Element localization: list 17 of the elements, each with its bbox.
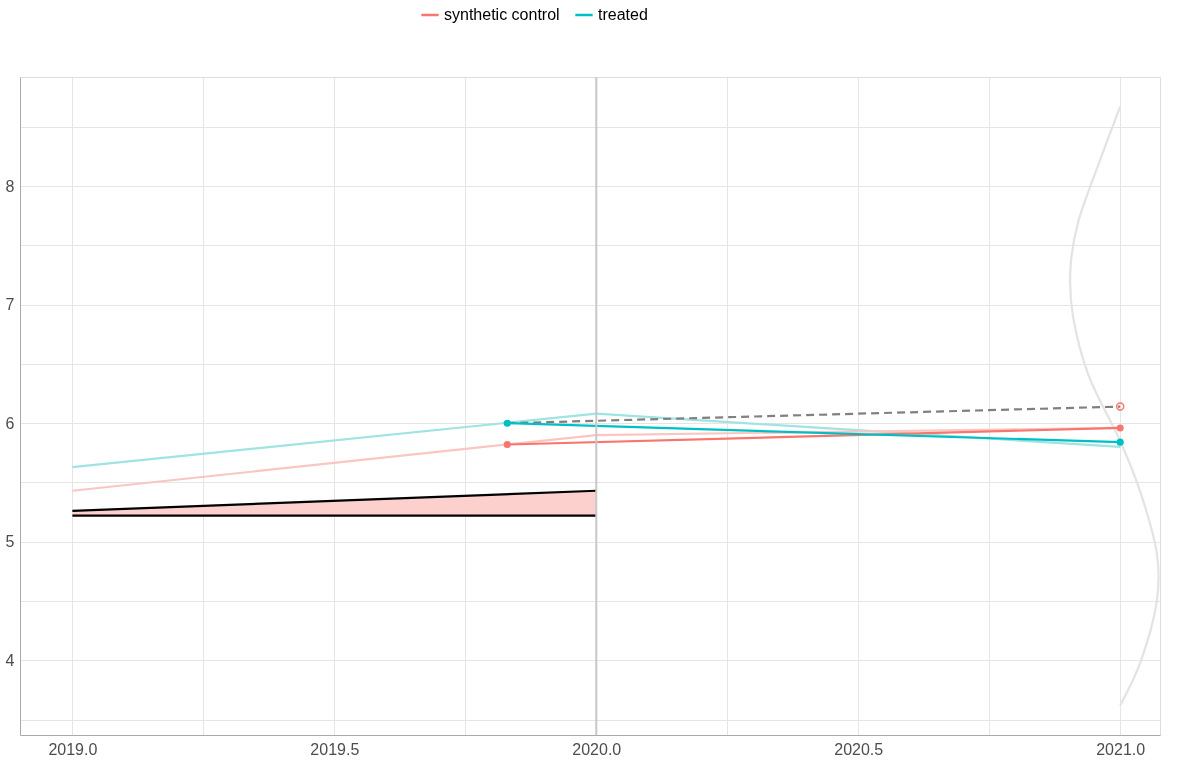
point	[1116, 424, 1124, 432]
x-tick-label: 2021.0	[1096, 740, 1146, 758]
point	[1116, 438, 1124, 446]
y-tick-label: 6	[5, 414, 15, 432]
x-tick-label: 2019.0	[48, 740, 98, 758]
legend-label: synthetic control	[444, 6, 560, 23]
y-tick-label: 8	[5, 177, 15, 195]
legend-label: treated	[598, 6, 648, 23]
point	[503, 441, 511, 449]
x-tick-label: 2019.5	[310, 740, 360, 758]
point	[1115, 402, 1125, 411]
x-tick-label: 2020.0	[572, 740, 622, 758]
y-tick-label: 5	[5, 533, 15, 551]
y-tick-label: 4	[5, 651, 15, 669]
point	[503, 419, 511, 427]
y-tick-label: 7	[5, 296, 15, 314]
x-tick-label: 2020.5	[834, 740, 884, 758]
